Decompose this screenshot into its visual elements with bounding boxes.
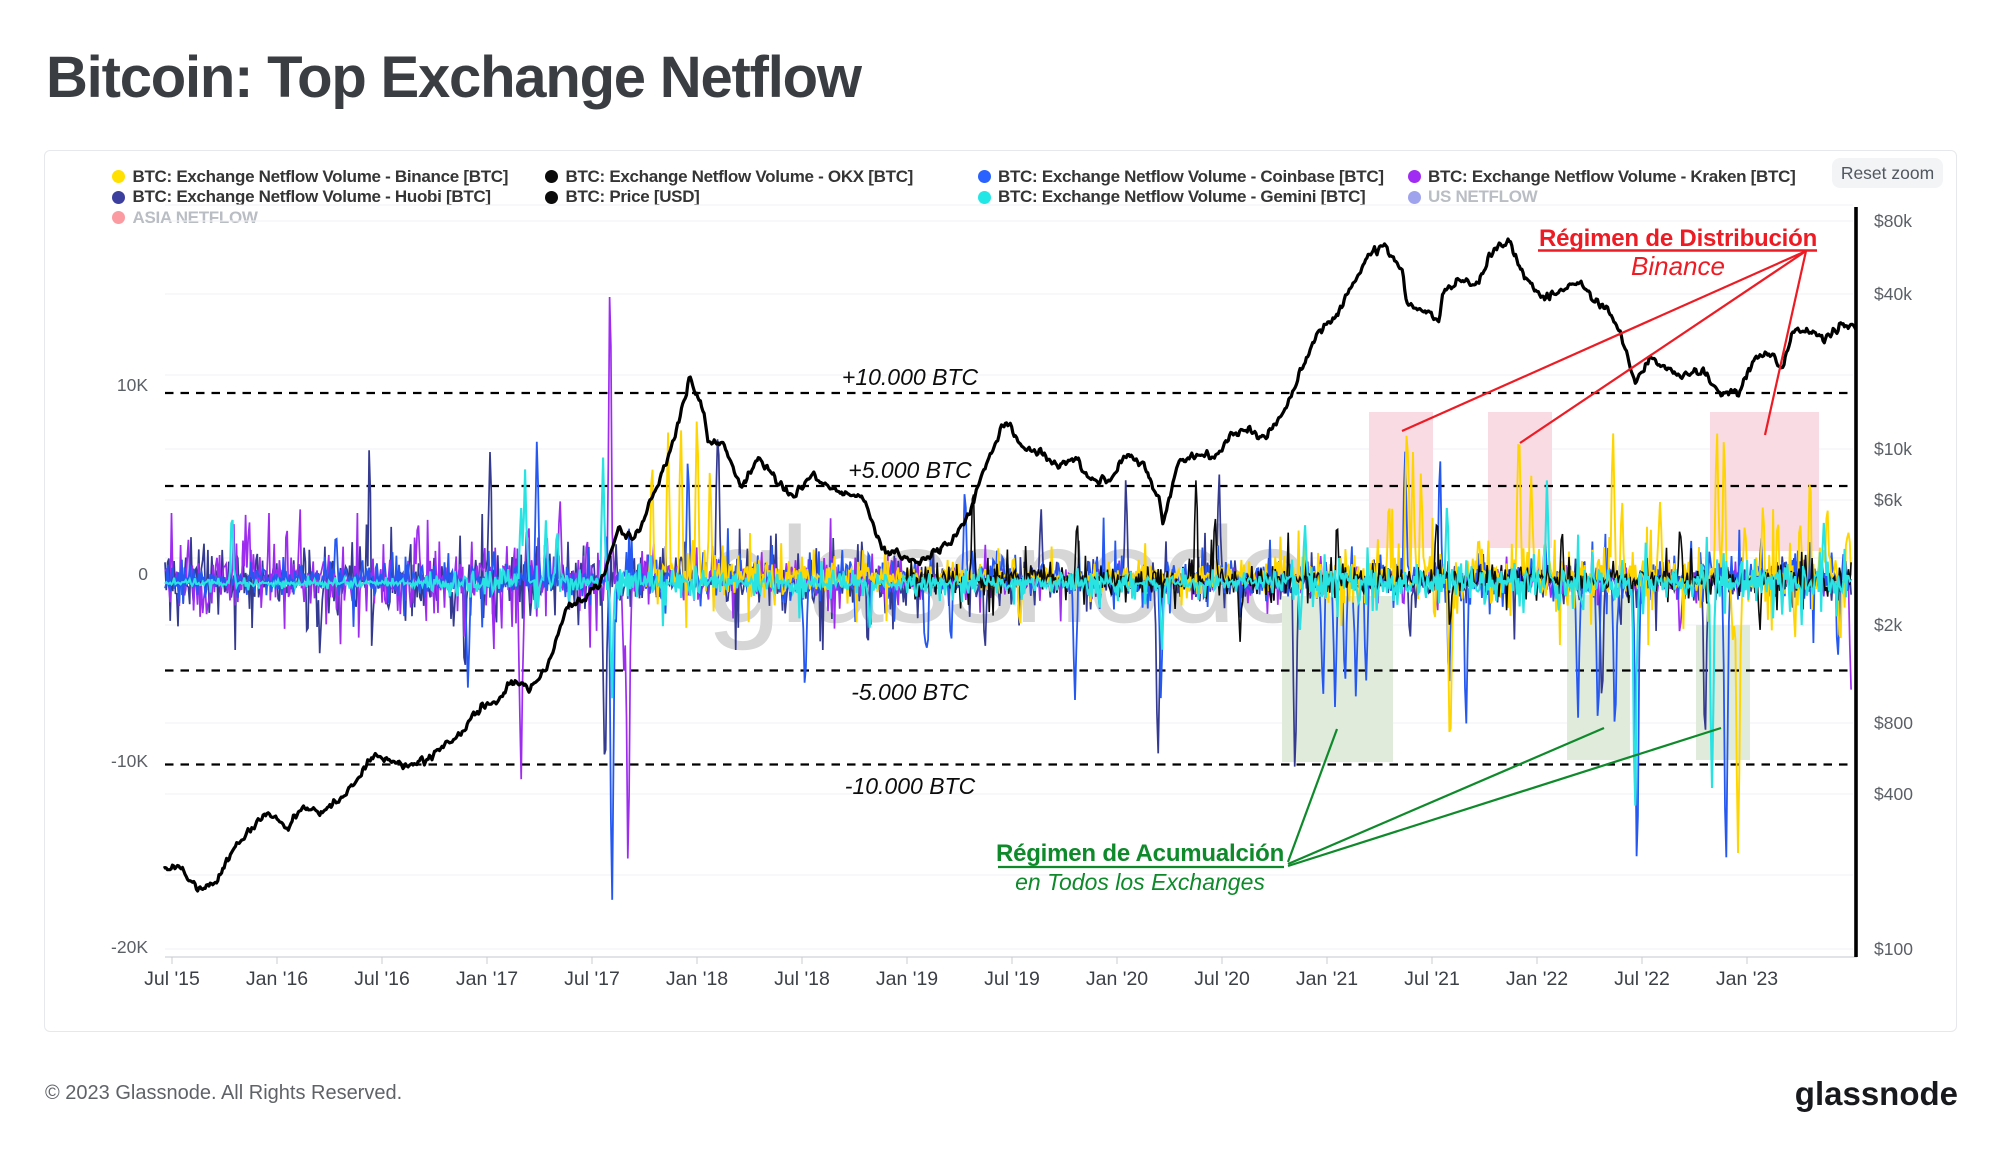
svg-text:Jul '18: Jul '18 [774,968,830,990]
svg-text:Régimen de Acumualción: Régimen de Acumualción [996,840,1284,867]
svg-text:-5.000 BTC: -5.000 BTC [851,679,969,705]
svg-text:$10k: $10k [1874,439,1912,459]
svg-text:$100: $100 [1874,939,1913,959]
svg-text:$40k: $40k [1874,284,1912,304]
svg-text:Jul '19: Jul '19 [984,968,1040,990]
svg-text:Jan '17: Jan '17 [456,968,518,990]
svg-text:10K: 10K [117,375,148,395]
svg-text:Jul '21: Jul '21 [1404,968,1460,990]
svg-text:Jul '15: Jul '15 [144,968,200,990]
svg-text:Jan '20: Jan '20 [1086,968,1148,990]
svg-text:Jan '18: Jan '18 [666,968,728,990]
svg-text:Binance: Binance [1631,251,1725,281]
svg-text:$2k: $2k [1874,615,1902,635]
svg-text:0: 0 [138,564,148,584]
svg-text:$6k: $6k [1874,490,1902,510]
svg-text:Jan '22: Jan '22 [1506,968,1568,990]
svg-text:$800: $800 [1874,713,1913,733]
svg-text:+10.000 BTC: +10.000 BTC [842,364,979,390]
svg-text:+5.000 BTC: +5.000 BTC [848,457,972,483]
svg-text:-10K: -10K [111,751,148,771]
svg-text:Jul '22: Jul '22 [1614,968,1670,990]
svg-text:en Todos los Exchanges: en Todos los Exchanges [1015,869,1265,895]
svg-text:$80k: $80k [1874,211,1912,231]
svg-text:$400: $400 [1874,784,1913,804]
svg-text:-20K: -20K [111,937,148,957]
svg-text:Jan '21: Jan '21 [1296,968,1358,990]
svg-text:Régimen de Distribución: Régimen de Distribución [1539,225,1817,252]
svg-text:Jan '23: Jan '23 [1716,968,1778,990]
svg-text:Jul '20: Jul '20 [1194,968,1250,990]
svg-text:Jul '16: Jul '16 [354,968,410,990]
svg-text:Jul '17: Jul '17 [564,968,620,990]
svg-text:Jan '19: Jan '19 [876,968,938,990]
svg-text:-10.000 BTC: -10.000 BTC [845,773,976,799]
svg-text:Jan '16: Jan '16 [246,968,308,990]
